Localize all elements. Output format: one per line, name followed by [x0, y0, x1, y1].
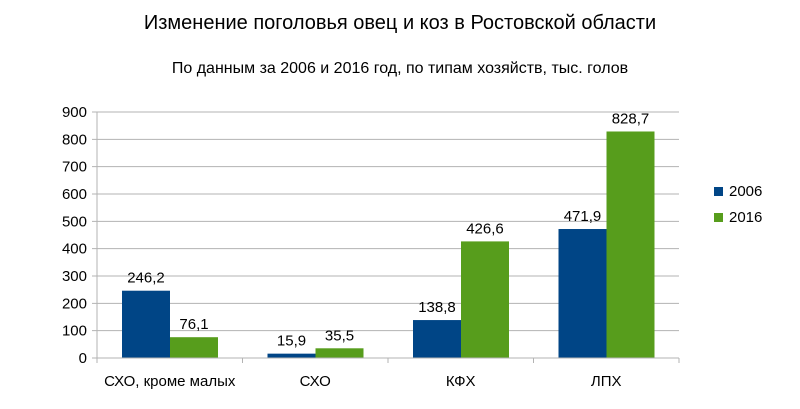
data-label: 426,6	[466, 220, 504, 237]
y-tick-label: 100	[62, 323, 87, 340]
bar-2006	[413, 320, 461, 358]
x-tick-label: КФХ	[446, 373, 476, 390]
chart-title: Изменение поголовья овец и коз в Ростовс…	[143, 12, 657, 34]
legend-swatch-2016	[714, 213, 723, 222]
chart-subtitle: По данным за 2006 и 2016 год, по типам х…	[171, 60, 629, 77]
bar-2006	[122, 290, 170, 358]
bar-2006	[558, 229, 607, 358]
y-tick-label: 900	[62, 104, 87, 121]
y-tick-label: 600	[62, 186, 87, 203]
x-tick-label: СХО, кроме малых	[104, 373, 236, 390]
data-label: 138,8	[418, 299, 456, 316]
y-tick-label: 200	[62, 295, 87, 312]
data-label: 828,7	[612, 110, 650, 127]
bar-2016	[461, 241, 509, 358]
y-tick-label: 700	[62, 159, 87, 176]
legend-label: 2006	[729, 183, 763, 200]
data-label: 76,1	[179, 316, 208, 333]
x-tick-label: ЛПХ	[591, 373, 622, 390]
bar-2016	[315, 348, 364, 358]
data-label: 15,9	[277, 333, 306, 350]
y-tick-label: 0	[79, 350, 87, 367]
data-label: 246,2	[127, 270, 165, 287]
x-tick-label: СХО	[300, 373, 331, 390]
data-label: 471,9	[564, 208, 602, 225]
y-tick-label: 400	[62, 241, 87, 258]
legend-item-2016: 2016	[714, 209, 762, 226]
bar-2016	[170, 337, 218, 358]
legend-item-2006: 2006	[714, 183, 762, 200]
data-label: 35,5	[325, 327, 354, 344]
y-tick-label: 300	[62, 268, 87, 285]
bar-2006	[267, 353, 316, 358]
bar-2016	[606, 131, 655, 358]
legend-swatch-2006	[714, 187, 723, 196]
y-tick-label: 500	[62, 213, 87, 230]
y-tick-label: 800	[62, 131, 87, 148]
legend-label: 2016	[729, 209, 763, 226]
